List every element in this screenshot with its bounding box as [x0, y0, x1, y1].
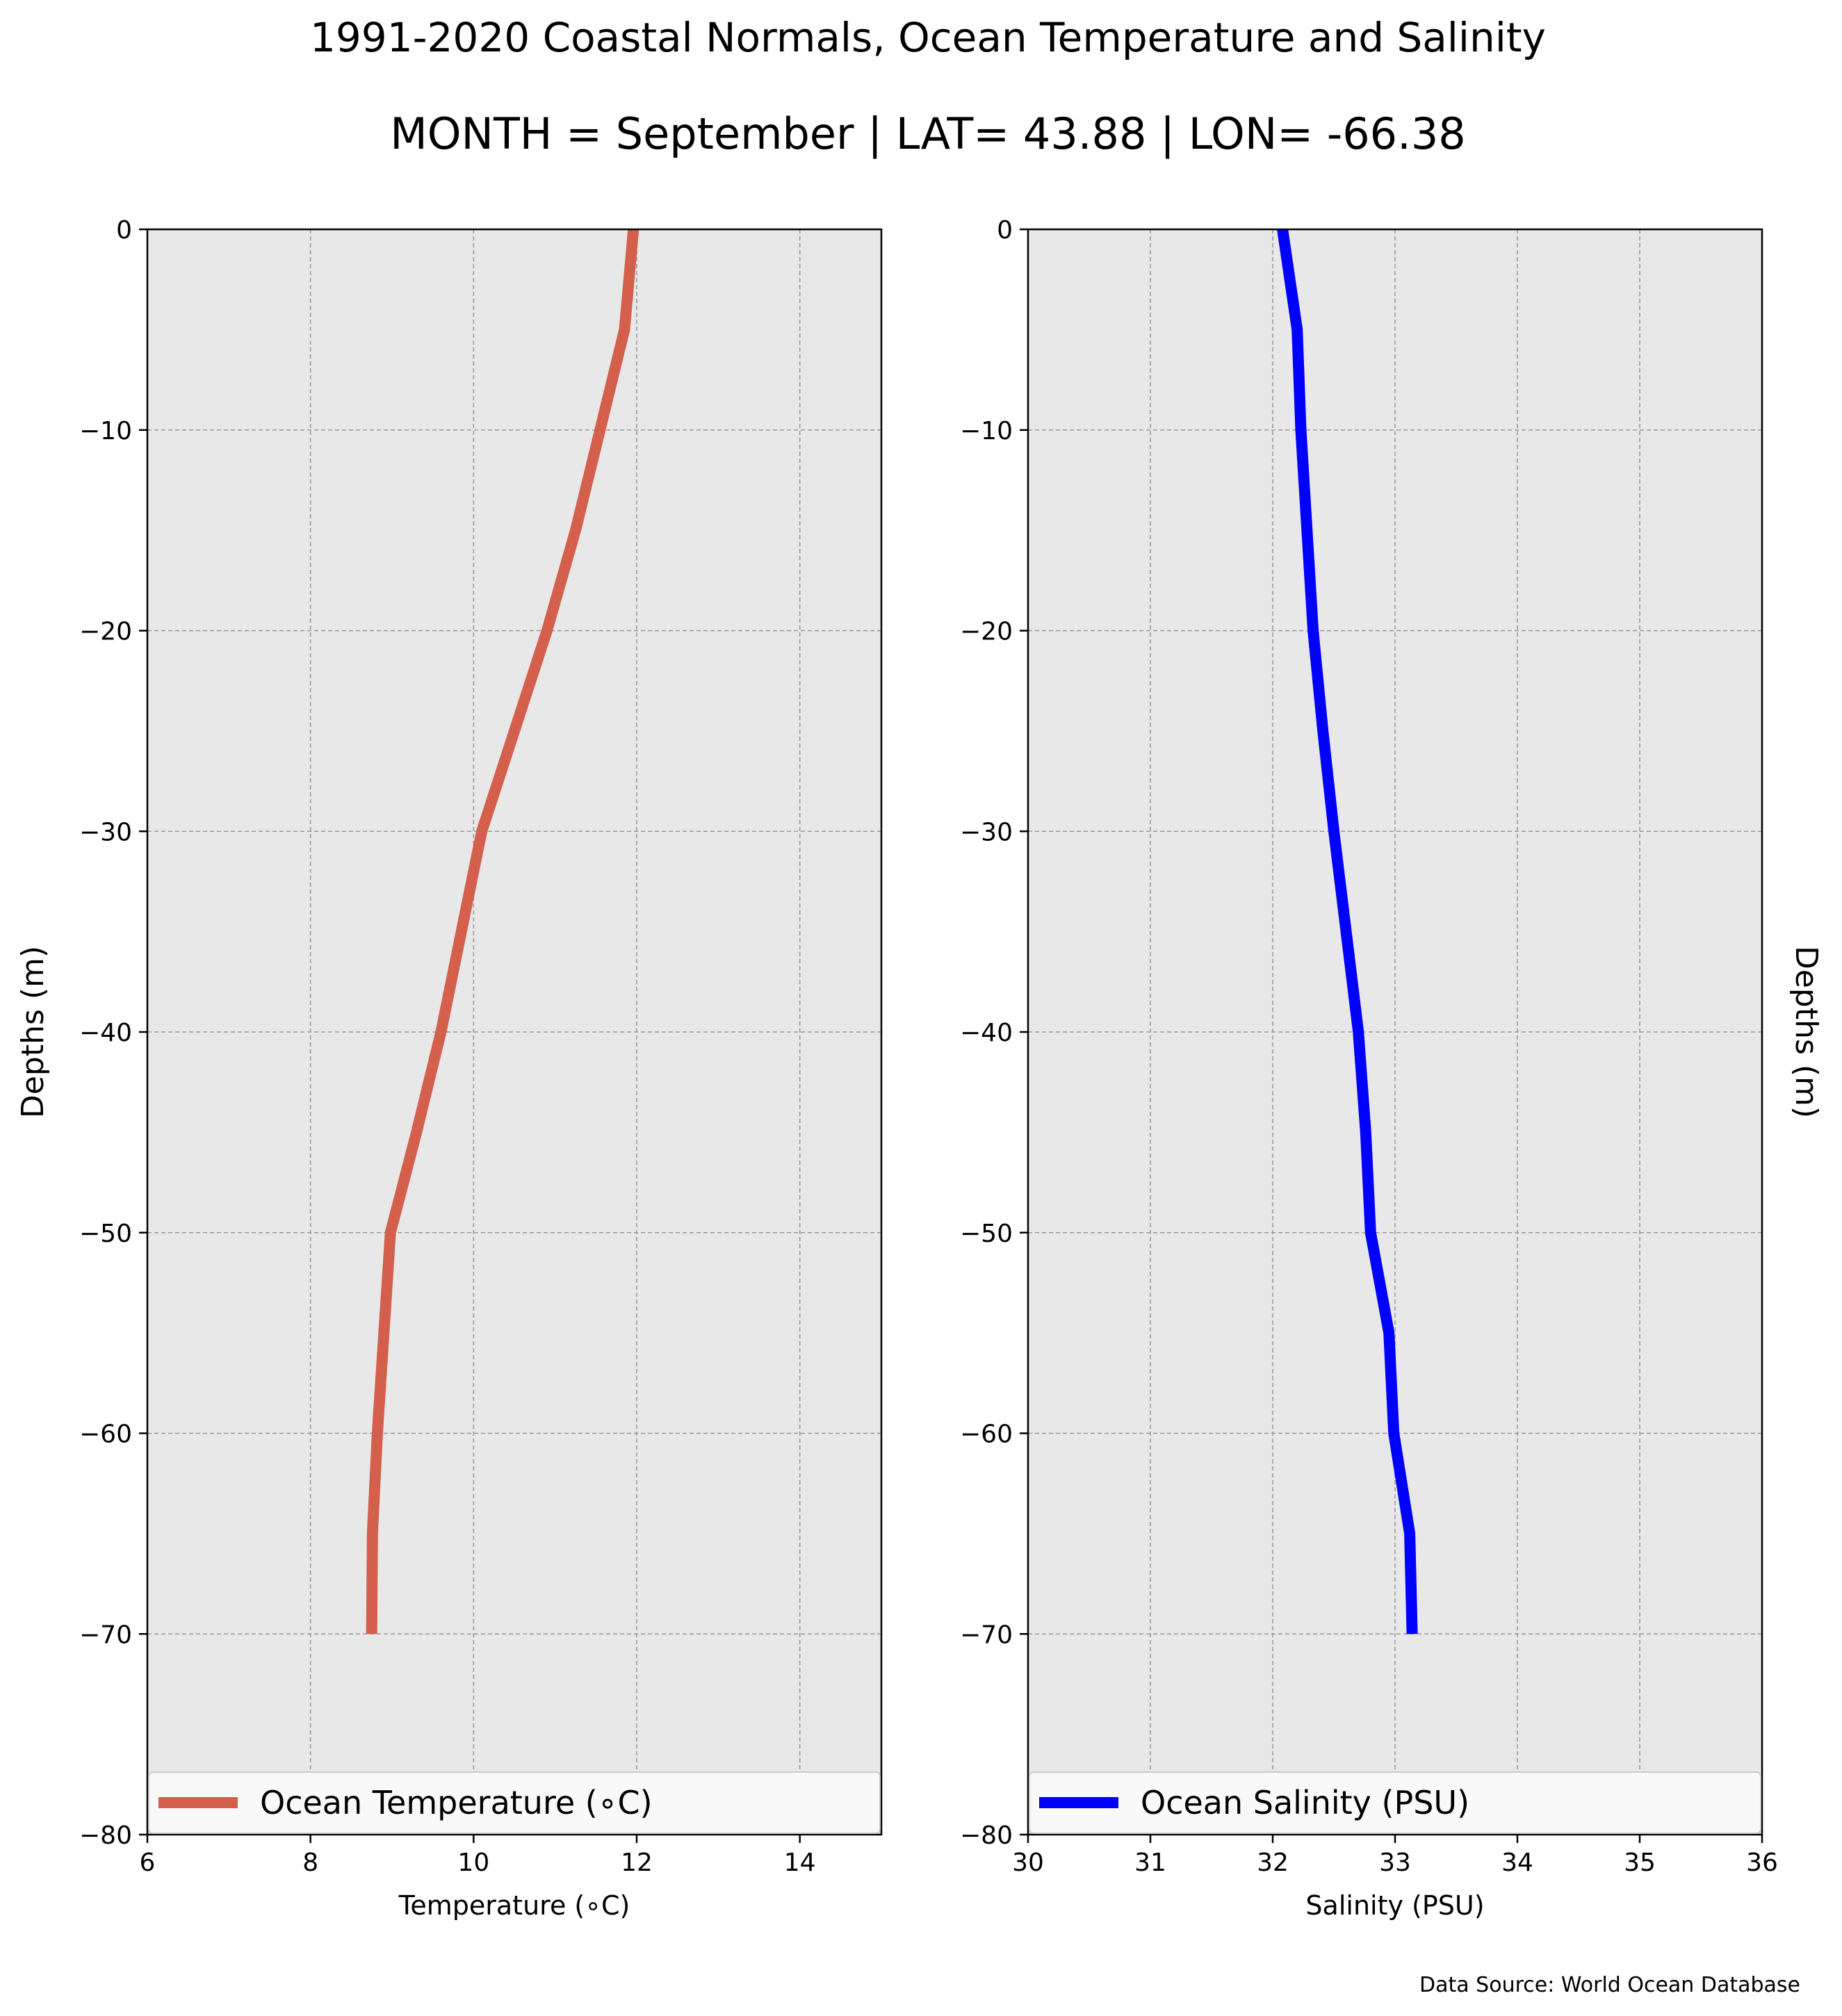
x-tick-label: 32 — [1257, 1849, 1289, 1877]
y-tick-label: −30 — [79, 818, 132, 846]
y-tick-label: −50 — [960, 1220, 1013, 1248]
x-tick-label: 8 — [302, 1849, 318, 1877]
y-tick-label: −70 — [79, 1621, 132, 1649]
x-tick-label: 31 — [1134, 1849, 1166, 1877]
y-tick-label: 0 — [116, 216, 132, 245]
legend-box — [148, 1771, 881, 1834]
y-axis-label: Depths (m) — [1788, 946, 1824, 1118]
x-tick-label: 36 — [1746, 1849, 1778, 1877]
y-axis-label: Depths (m) — [15, 946, 51, 1118]
x-tick-label: 30 — [1012, 1849, 1044, 1877]
plot-background — [147, 229, 881, 1835]
x-tick-label: 10 — [457, 1849, 489, 1877]
x-tick-label: 14 — [784, 1849, 816, 1877]
x-tick-label: 35 — [1624, 1849, 1656, 1877]
x-tick-label: 34 — [1501, 1849, 1533, 1877]
legend-box — [1029, 1771, 1761, 1834]
legend-label: Ocean Temperature (∘C) — [260, 1784, 653, 1821]
y-tick-label: −10 — [960, 417, 1013, 445]
salinity-series-line — [1277, 228, 1418, 1634]
temperature-panel: 6 8 10 12 14 0 −10 −20 −30 −40 −50 −60 −70 −80 Tempera… — [15, 216, 883, 1921]
y-tick-label: −60 — [79, 1420, 132, 1449]
y-tick-label: −30 — [960, 818, 1013, 846]
y-tick-label: −50 — [79, 1220, 132, 1248]
legend-label: Ocean Salinity (PSU) — [1141, 1784, 1469, 1821]
temperature-series-line — [366, 229, 639, 1634]
y-tick-label: −60 — [960, 1420, 1013, 1449]
y-tick-label: −20 — [79, 618, 132, 646]
salinity-panel: 30 31 32 33 34 35 36 0 −10 −20 −30 −40 −50 −60 −70 −80 S… — [960, 216, 1824, 1921]
x-axis-label: Temperature (∘C) — [398, 1890, 630, 1921]
x-axis-label: Salinity (PSU) — [1305, 1890, 1484, 1921]
y-tick-label: −70 — [960, 1621, 1013, 1649]
y-tick-label: −10 — [79, 417, 132, 445]
x-tick-label: 6 — [140, 1849, 156, 1877]
data-source-note: Data Source: World Ocean Database — [1419, 1973, 1800, 1997]
y-tick-label: 0 — [997, 216, 1013, 245]
y-tick-label: −20 — [960, 618, 1013, 646]
salinity-legend: Ocean Salinity (PSU) — [1029, 1771, 1761, 1834]
chart-title: 1991-2020 Coastal Normals, Ocean Tempera… — [310, 14, 1546, 61]
y-tick-label: −40 — [960, 1019, 1013, 1047]
y-tick-label: −80 — [960, 1821, 1013, 1850]
y-tick-label: −80 — [79, 1821, 132, 1850]
temperature-legend: Ocean Temperature (∘C) — [148, 1771, 881, 1834]
x-tick-label: 12 — [621, 1849, 653, 1877]
y-tick-label: −40 — [79, 1019, 132, 1047]
x-tick-label: 33 — [1379, 1849, 1411, 1877]
chart-subtitle: MONTH = September | LAT= 43.88 | LON= -6… — [390, 108, 1465, 160]
